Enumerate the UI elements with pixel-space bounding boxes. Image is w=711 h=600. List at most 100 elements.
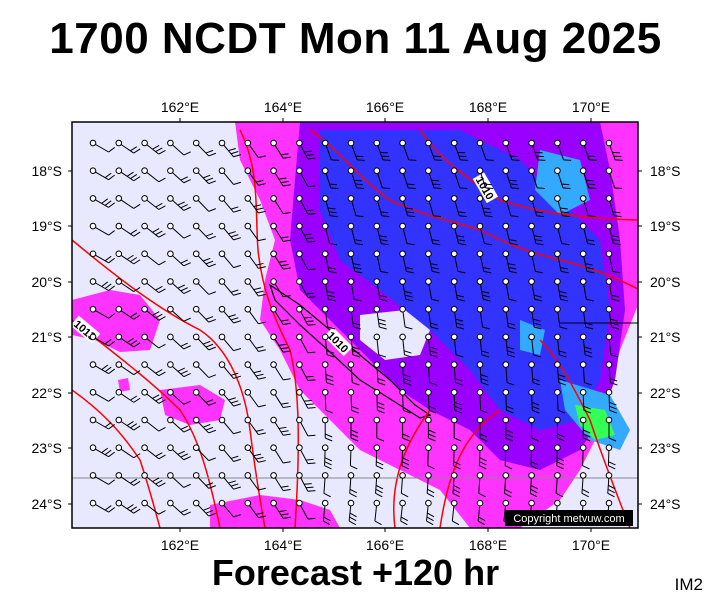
wind-barb — [554, 305, 568, 330]
wind-barb — [450, 305, 465, 330]
wind-barb — [192, 333, 217, 351]
wind-barb — [270, 388, 291, 409]
wind-barb — [554, 416, 565, 442]
wind-barb — [115, 472, 141, 486]
wind-barb — [89, 444, 115, 458]
wind-barb — [270, 333, 291, 353]
wind-barb — [115, 278, 141, 292]
isobars — [72, 129, 638, 528]
wind-barb — [167, 499, 191, 516]
wind-barb — [450, 499, 460, 526]
wind-barb — [399, 278, 414, 302]
wind-barb — [425, 499, 435, 526]
wind-barb — [502, 167, 519, 190]
wind-barb — [115, 388, 141, 403]
wind-barb — [554, 278, 569, 302]
wind-barb — [347, 167, 365, 190]
copyright-text: Copyright metvuw.com — [513, 513, 624, 525]
wind-barb — [89, 388, 115, 402]
wind-barb — [450, 472, 461, 498]
lon-label-bottom: 168°E — [469, 537, 507, 550]
wind-barb — [554, 167, 571, 190]
wind-barb — [605, 167, 623, 190]
wind-barb — [373, 250, 389, 274]
wind-barb — [579, 167, 597, 190]
wind-barb — [425, 444, 435, 470]
wind-barb — [554, 139, 572, 161]
image-id-label: IM2 — [674, 575, 703, 594]
wind-barb — [347, 416, 359, 442]
wind-barb — [321, 472, 331, 498]
wind-barb — [218, 250, 242, 269]
wind-barb — [115, 195, 141, 209]
wind-barb — [425, 472, 435, 498]
wind-barb — [115, 499, 141, 514]
wind-barb — [528, 139, 546, 161]
wind-barb — [244, 333, 266, 352]
wind-barb — [502, 139, 520, 161]
wind-barb — [321, 278, 336, 302]
wind-barb — [528, 278, 543, 302]
wind-barb — [605, 333, 619, 358]
wind-barb — [579, 139, 597, 161]
wind-barb — [141, 222, 166, 238]
wind-barb — [502, 388, 514, 414]
wind-barb — [425, 278, 440, 302]
wind-barb — [321, 167, 339, 190]
wind-barb — [425, 333, 438, 358]
wind-barb — [141, 195, 166, 210]
wind-barb — [476, 167, 494, 190]
wind-barbs — [89, 139, 623, 526]
wind-barb — [425, 250, 440, 274]
wind-barb — [425, 195, 441, 218]
wind-barb — [373, 333, 387, 358]
wind-barb — [270, 472, 291, 492]
wind-barb — [296, 388, 316, 409]
wind-barb — [89, 333, 115, 347]
wind-barb — [579, 416, 591, 442]
map-frame — [71, 121, 639, 529]
wind-barb — [141, 305, 166, 321]
wind-barb — [321, 333, 335, 358]
lat-label-right: 18°S — [650, 163, 681, 179]
wind-barb — [141, 167, 166, 183]
wind-barb — [89, 222, 115, 236]
wind-barb — [476, 139, 494, 161]
wind-barb — [218, 472, 242, 490]
lat-label-right: 22°S — [650, 385, 681, 401]
wind-barb — [579, 305, 594, 330]
wind-barb — [167, 195, 191, 211]
wind-barb — [476, 416, 488, 442]
lat-label-left: 24°S — [31, 496, 62, 512]
wind-barb — [554, 222, 570, 246]
wind-barb — [425, 167, 442, 190]
wind-barb — [192, 222, 217, 240]
wind-barb — [89, 167, 115, 181]
lat-label-right: 24°S — [650, 496, 681, 512]
wind-barb — [296, 222, 316, 243]
wind-barb — [244, 195, 266, 214]
wind-barb — [321, 195, 338, 218]
wind-barb — [270, 305, 291, 325]
wind-barb — [347, 305, 361, 330]
wind-barb — [450, 416, 462, 442]
wind-barb — [218, 167, 242, 185]
wind-barb — [425, 361, 438, 386]
wind-barb — [321, 361, 334, 386]
copyright-box — [505, 510, 633, 526]
wind-barb — [89, 361, 115, 375]
wind-barb — [528, 472, 538, 498]
wind-barb — [450, 167, 468, 190]
wind-barb — [425, 416, 436, 442]
wind-barb — [476, 250, 492, 274]
map-svg: 1010 1010 1013 162°E 164°E 166°E 168°E 1… — [31, 99, 681, 553]
wind-barb — [218, 388, 242, 407]
wind-barb — [528, 388, 540, 414]
wind-barb — [192, 139, 217, 157]
wind-barb — [192, 167, 217, 185]
wind-barb — [347, 222, 363, 246]
wind-barb — [476, 278, 491, 302]
wind-barb — [296, 278, 316, 298]
wind-barb — [115, 222, 141, 237]
wind-barb — [373, 499, 382, 526]
